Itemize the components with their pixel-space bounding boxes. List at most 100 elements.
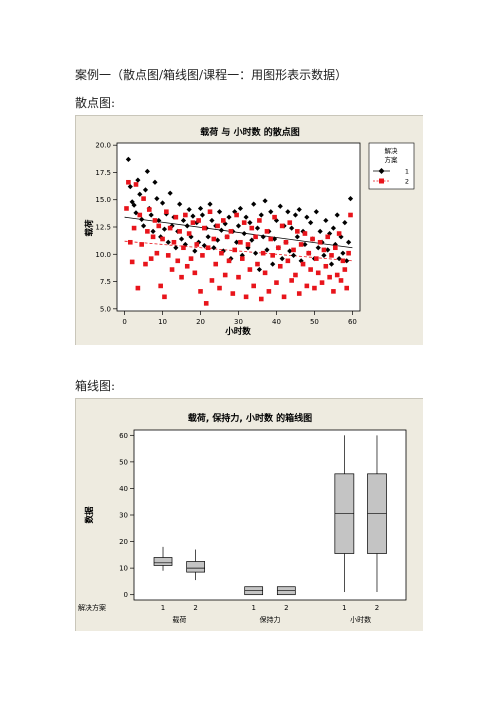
scatter-point-series-2	[183, 212, 188, 218]
scatter-point-series-2	[296, 291, 302, 296]
x-tick-label: 50	[310, 318, 319, 326]
scatter-point-series-2	[314, 256, 319, 261]
scatter-point-series-1	[317, 228, 323, 234]
box-solution-label: 2	[284, 604, 288, 612]
scatter-point-series-2	[228, 229, 234, 234]
scatter-point-series-1	[347, 196, 354, 202]
scatter-point-series-1	[264, 247, 270, 253]
scatter-point-series-2	[209, 278, 215, 283]
scatter-point-series-2	[310, 236, 315, 242]
scatter-point-series-2	[257, 218, 262, 223]
scatter-point-series-1	[127, 184, 133, 190]
scatter-point-series-2	[317, 239, 323, 245]
scatter-point-series-2	[190, 220, 196, 225]
scatter-point-series-1	[161, 226, 168, 232]
scatter-point-series-1	[140, 223, 147, 229]
scatter-point-series-1	[216, 209, 223, 215]
scatter-point-series-2	[287, 220, 293, 225]
scatter-point-series-2	[217, 285, 222, 291]
scatter-point-series-1	[133, 210, 139, 216]
scatter-point-series-1	[243, 214, 249, 220]
scatter-point-series-1	[292, 212, 299, 218]
box-body	[153, 557, 173, 566]
scatter-point-series-2	[274, 280, 279, 285]
box-heading: 箱线图:	[75, 379, 116, 393]
box-group-label: 载荷	[172, 615, 186, 624]
scatter-point-series-2	[184, 263, 190, 269]
scatter-point-series-2	[137, 212, 143, 218]
scatter-point-series-1	[205, 234, 211, 240]
scatter-point-series-2	[321, 247, 327, 253]
scatter-point-series-1	[252, 250, 259, 256]
scatter-point-series-2	[266, 289, 272, 294]
scatter-point-series-2	[207, 209, 213, 215]
scatter-point-series-1	[137, 191, 143, 197]
scatter-point-series-2	[277, 263, 283, 269]
scatter-point-series-2	[327, 274, 332, 280]
scatter-point-series-2	[200, 253, 205, 258]
scatter-point-series-2	[298, 242, 304, 247]
scatter-point-series-1	[177, 201, 183, 207]
scatter-point-series-2	[146, 207, 152, 212]
legend-marker-1	[378, 168, 385, 174]
scatter-point-series-1	[321, 252, 327, 258]
y-tick-label: 17.5	[95, 169, 111, 177]
scatter-point-series-2	[205, 245, 211, 251]
scatter-point-series-2	[219, 250, 224, 256]
scatter-panel: 载荷 与 小时数 的散点图 5.0 7.5 10.0 12.5 15.0 17.5 20.0…	[75, 115, 423, 345]
scatter-point-series-1	[152, 179, 158, 185]
scatter-point-series-2	[243, 294, 249, 300]
scatter-point-series-2	[167, 225, 173, 231]
scatter-point-series-2	[160, 236, 165, 242]
scatter-point-series-1	[344, 258, 350, 264]
scatter-point-series-2	[264, 229, 270, 234]
scatter-point-series-2	[175, 258, 181, 264]
legend-marker-2	[379, 178, 384, 184]
fit-line-1	[124, 216, 353, 249]
scatter-point-series-2	[329, 253, 334, 258]
scatter-point-series-2	[295, 229, 300, 234]
scatter-point-series-1	[262, 198, 268, 204]
scatter-point-series-1	[247, 220, 253, 226]
scatter-point-series-2	[150, 234, 156, 240]
scatter-point-series-2	[283, 239, 289, 245]
scatter-point-series-1	[342, 220, 348, 226]
scatter-point-series-1	[207, 201, 213, 207]
scatter-point-series-2	[126, 179, 131, 185]
scatter-point-series-2	[236, 274, 241, 280]
scatter-point-series-1	[144, 168, 150, 174]
scatter-point-series-2	[177, 229, 182, 234]
scatter-point-series-2	[154, 250, 160, 256]
scatter-point-series-2	[315, 270, 321, 276]
scatter-point-series-2	[304, 283, 310, 289]
scatter-point-series-1	[129, 199, 135, 205]
scatter-point-series-1	[190, 213, 196, 219]
y-tick-label: 5.0	[100, 305, 111, 313]
scatter-point-series-2	[238, 239, 243, 245]
scatter-point-series-2	[139, 242, 144, 247]
scatter-point-series-1	[215, 237, 221, 243]
box-group-row-label: 解决方案	[78, 603, 106, 612]
scatter-point-series-2	[188, 256, 194, 261]
case-title: 案例一（散点图/箱线图/课程一：用图形表示数据）	[75, 68, 348, 82]
scatter-point-series-2	[152, 218, 158, 223]
scatter-chart: 载荷 与 小时数 的散点图 5.0 7.5 10.0 12.5 15.0 17.5 20.0…	[84, 126, 415, 337]
scatter-legend: 解决 方案 1 2	[368, 142, 415, 190]
scatter-point-series-2	[232, 247, 238, 253]
scatter-point-series-1	[313, 209, 319, 215]
box-title: 载荷, 保持力, 小时数 的箱线图	[188, 412, 312, 424]
scatter-title: 载荷 与 小时数 的散点图	[200, 126, 299, 138]
scatter-point-series-1	[334, 212, 340, 218]
y-tick-label: 15.0	[95, 196, 111, 204]
legend-title-line2: 方案	[385, 155, 399, 164]
scatter-point-series-1	[148, 212, 154, 218]
scatter-point-series-2	[336, 231, 342, 236]
scatter-point-series-2	[141, 196, 146, 201]
scatter-point-series-1	[323, 217, 329, 224]
scatter-point-series-2	[333, 245, 338, 251]
scatter-point-series-2	[181, 245, 186, 251]
scatter-point-series-1	[182, 241, 188, 248]
y-tick-label: 20.0	[95, 142, 111, 150]
scatter-point-series-2	[260, 250, 266, 256]
scatter-point-series-1	[308, 220, 314, 226]
